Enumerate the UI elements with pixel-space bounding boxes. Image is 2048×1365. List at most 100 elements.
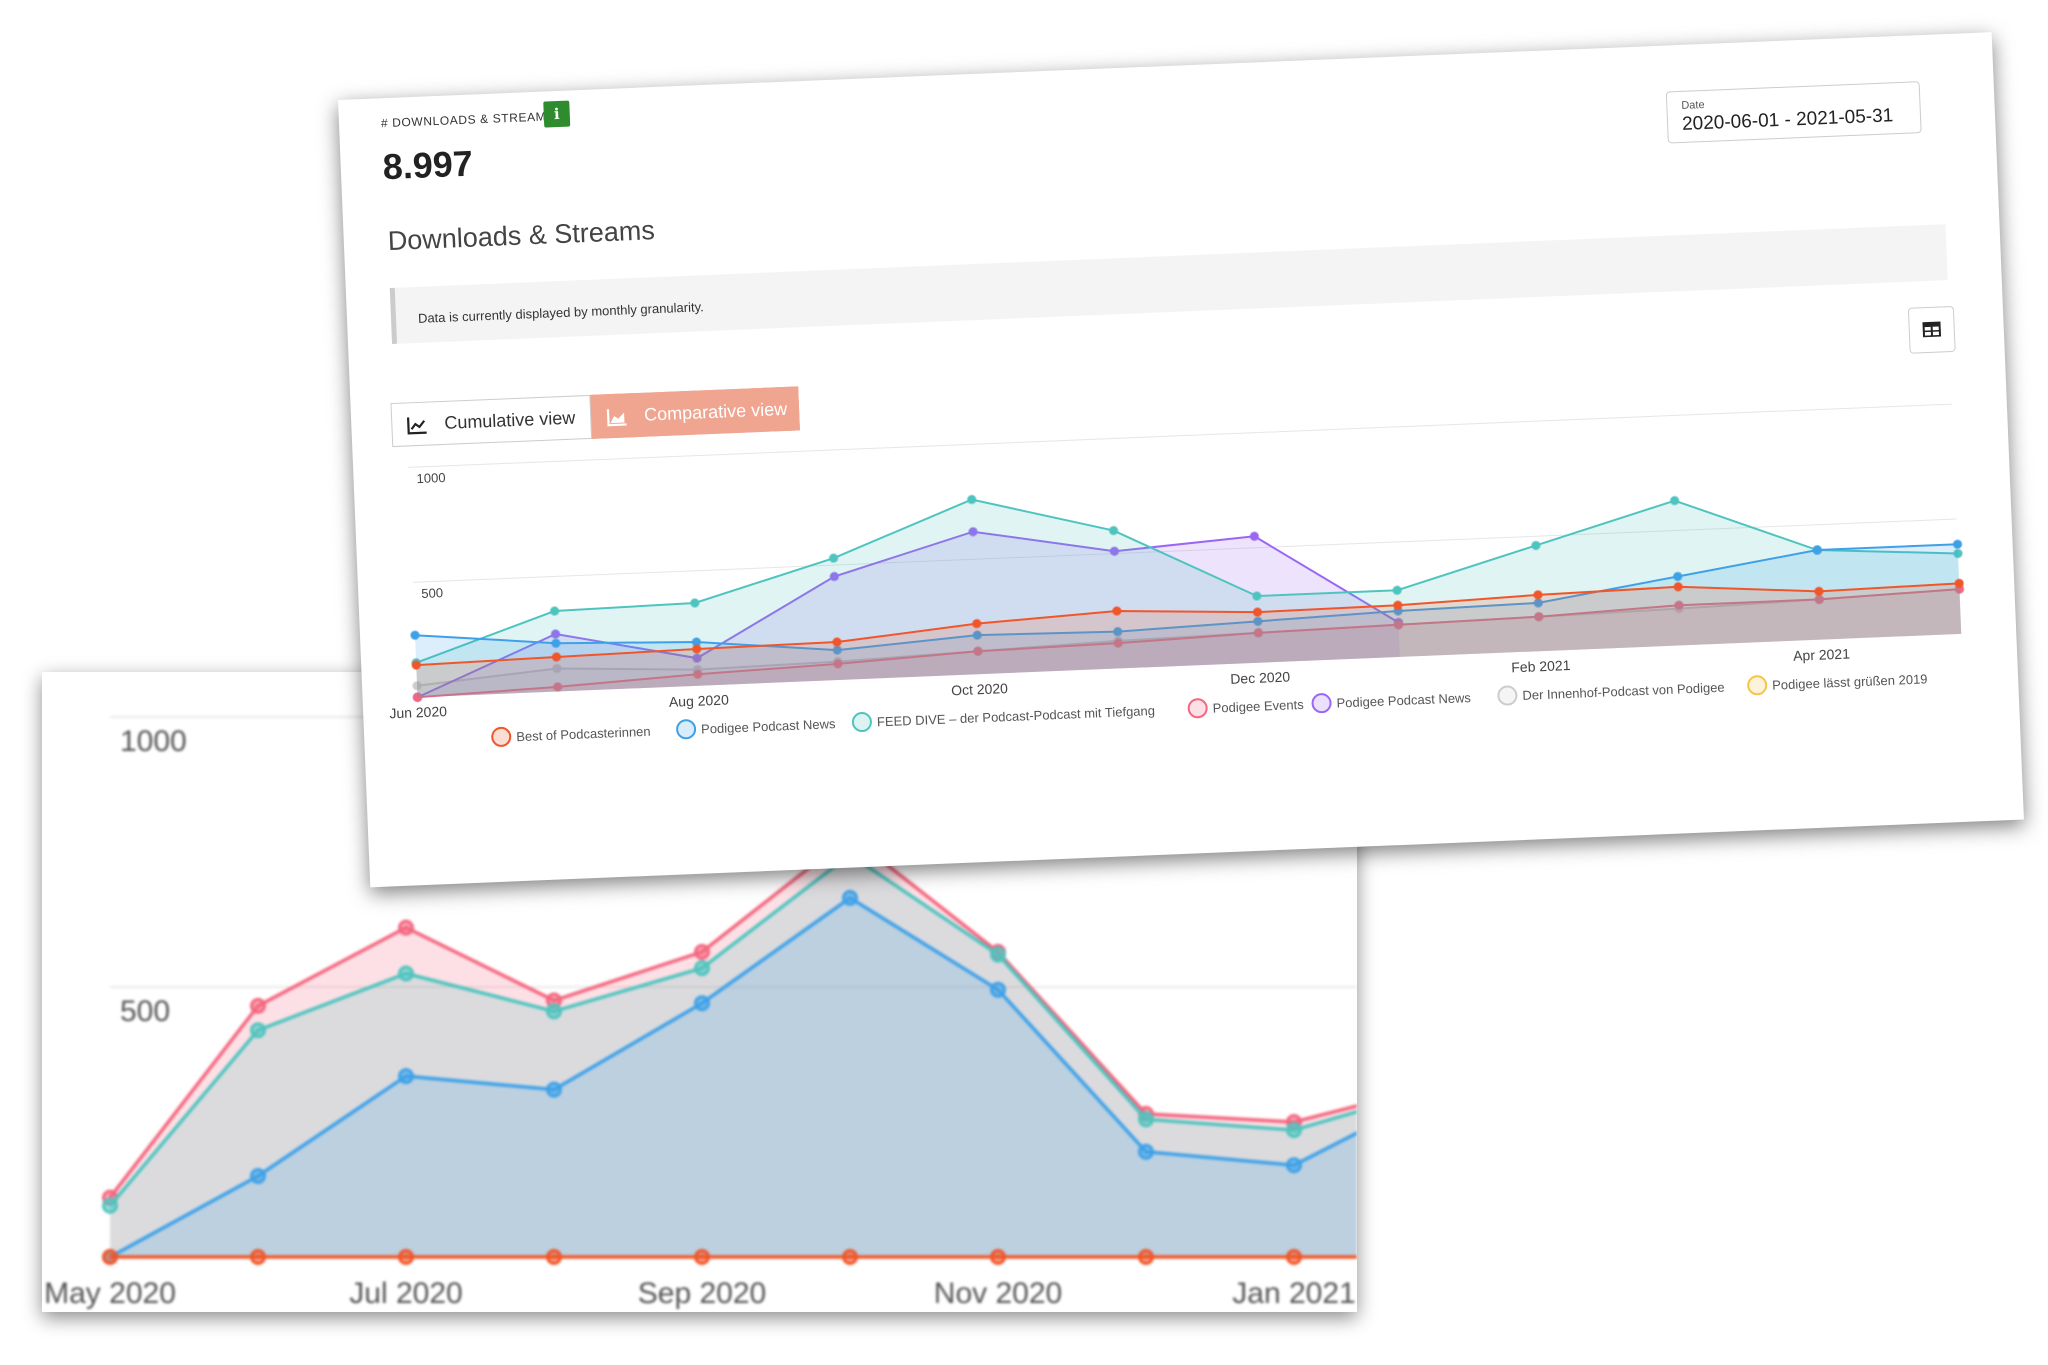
gridline: [412, 518, 1957, 583]
legend-marker: [1187, 698, 1208, 719]
x-tick-label: Oct 2020: [951, 680, 1009, 698]
data-point: [1812, 545, 1823, 556]
data-point: [1672, 571, 1683, 582]
data-point: [990, 1249, 1006, 1265]
downloads-card: # DOWNLOADS & STREAMS i 8.997 Date 2020-…: [338, 32, 2024, 888]
data-point: [1112, 626, 1123, 637]
data-point: [102, 1197, 118, 1214]
legend-marker: [676, 719, 697, 740]
series-line: [109, 895, 1357, 1259]
zoomed-area-chart: 1000 500 May 2020 Jul 2020 Sep 2020 Nov 2020 J…: [44, 716, 1357, 1310]
data-point: [550, 629, 561, 640]
data-point: [1669, 495, 1680, 506]
data-point: [842, 1249, 858, 1265]
data-point: [694, 960, 710, 977]
data-point: [966, 494, 977, 505]
data-point: [1253, 627, 1264, 638]
x-tick-label: Jan 2021: [1232, 1277, 1355, 1310]
data-point: [1673, 600, 1684, 611]
series-line: [108, 852, 1357, 1207]
data-point: [1109, 546, 1120, 557]
data-point: [1530, 540, 1541, 551]
series-area: [417, 589, 1962, 698]
data-point: [1813, 586, 1824, 597]
series-area: [110, 835, 1357, 1257]
data-point: [250, 1022, 266, 1039]
data-point: [551, 652, 562, 663]
gridline: [408, 403, 1952, 468]
data-point: [692, 669, 703, 680]
data-point: [968, 526, 979, 537]
data-point: [832, 658, 843, 669]
legend-marker: [851, 712, 872, 733]
data-point: [1392, 600, 1403, 611]
data-point: [250, 997, 266, 1014]
data-point: [250, 1249, 266, 1265]
comparative-view-button[interactable]: Comparative view: [590, 386, 800, 439]
data-point: [102, 1249, 118, 1265]
legend-label: Der Innenhof-Podcast von Podigee: [1522, 680, 1725, 703]
series-area: [110, 854, 1357, 1257]
legend-label: Podigee lässt grüßen 2019: [1772, 671, 1928, 692]
data-point: [1138, 1111, 1154, 1128]
y-tick-label: 1000: [120, 725, 187, 758]
data-point: [828, 553, 839, 564]
data-point: [410, 630, 421, 641]
data-point: [1252, 607, 1263, 618]
series-area: [416, 583, 1962, 698]
data-point: [398, 1249, 414, 1265]
cumulative-view-button[interactable]: Cumulative view: [390, 394, 593, 448]
series-area: [417, 531, 1400, 698]
data-point: [1252, 616, 1263, 627]
data-point: [832, 637, 843, 648]
data-point: [1286, 1157, 1302, 1174]
data-point: [694, 943, 710, 960]
legend-marker: [1311, 693, 1332, 714]
legend-label: Podigee Podcast News: [1336, 690, 1471, 711]
data-point: [1138, 1249, 1154, 1265]
legend-label: Podigee Podcast News: [701, 716, 836, 737]
x-tick-label: Aug 2020: [669, 691, 730, 709]
data-point: [552, 681, 563, 692]
x-tick-label: May 2020: [44, 1277, 176, 1310]
y-tick-label: 1000: [416, 470, 446, 486]
data-point: [1952, 539, 1963, 550]
data-point: [398, 919, 414, 936]
data-point: [1113, 638, 1124, 649]
data-point: [1251, 591, 1262, 602]
series-line: [417, 588, 1960, 699]
data-point: [1111, 605, 1122, 616]
x-tick-label: Nov 2020: [934, 1277, 1062, 1310]
line-chart-icon: [406, 417, 427, 435]
y-tick-label: 500: [421, 585, 443, 601]
x-tick-label: Jul 2020: [349, 1277, 462, 1310]
series-area: [110, 897, 1357, 1257]
series-line: [416, 582, 1960, 667]
legend-marker: [1747, 675, 1768, 696]
legend-marker: [1497, 685, 1518, 706]
series-line: [416, 588, 1960, 687]
series-line: [415, 498, 1958, 664]
data-point: [1954, 578, 1965, 589]
legend-label: Best of Podcasterinnen: [516, 724, 651, 744]
series-area: [415, 544, 1962, 698]
x-tick-label: Dec 2020: [1230, 668, 1291, 686]
data-point: [546, 1081, 562, 1098]
data-point: [691, 643, 702, 654]
data-point: [250, 1168, 266, 1184]
data-point: [1286, 1249, 1302, 1265]
data-point: [411, 660, 422, 671]
data-point: [1393, 619, 1404, 630]
table-view-button[interactable]: [1907, 305, 1956, 354]
data-point: [990, 981, 1006, 998]
data-point: [694, 995, 710, 1012]
x-tick-label: Feb 2021: [1511, 657, 1571, 675]
legend-label: Podigee Events: [1212, 697, 1304, 716]
series-line: [414, 543, 1958, 652]
table-icon: [1922, 321, 1942, 338]
data-point: [546, 1249, 562, 1265]
data-point: [971, 618, 982, 629]
data-point: [398, 1068, 414, 1085]
data-point: [694, 1249, 710, 1265]
x-tick-label: Apr 2021: [1793, 645, 1851, 663]
